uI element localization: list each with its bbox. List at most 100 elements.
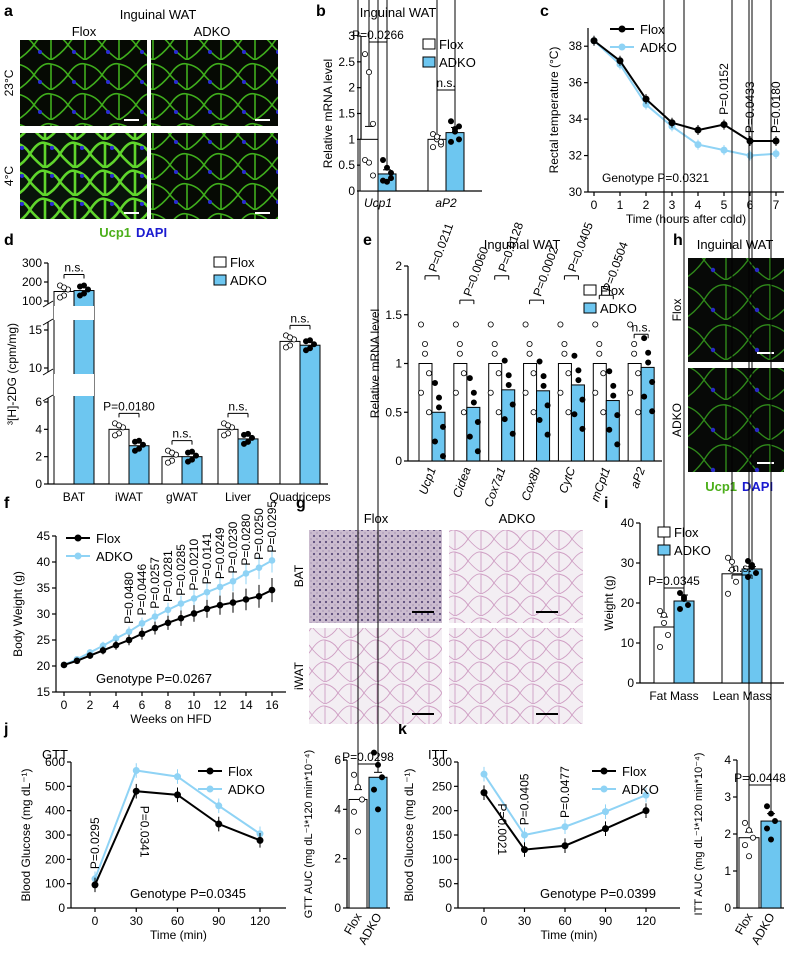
data-dot xyxy=(456,340,463,347)
y-tick-label: 100 xyxy=(22,294,42,308)
legend-label-flox: Flox xyxy=(600,283,625,298)
micrograph-g-flox-iwat xyxy=(309,628,442,724)
p-value-annotation: P=0.0433 xyxy=(743,81,757,133)
x-tick-label: Lean Mass xyxy=(713,689,772,703)
y-tick-label: 1 xyxy=(724,864,731,878)
data-dot xyxy=(509,401,516,408)
panel-letter-k: k xyxy=(398,721,407,738)
panel-letter-f: f xyxy=(4,495,10,512)
legend-label-flox: Flox xyxy=(228,764,253,779)
data-point-flox xyxy=(174,791,181,799)
y-tick-label: 6 xyxy=(334,753,341,767)
y-tick-label: 200 xyxy=(45,852,65,866)
y-tick-label: 300 xyxy=(22,256,42,270)
data-dot xyxy=(361,51,368,58)
data-dot xyxy=(614,412,621,419)
micrograph-g-col-flox: Flox xyxy=(364,511,389,526)
data-dot xyxy=(600,370,607,377)
data-dot xyxy=(596,340,603,347)
data-dot xyxy=(466,375,473,382)
data-point-adko xyxy=(215,802,223,810)
x-tick-label: 2 xyxy=(87,698,94,712)
data-point-flox xyxy=(561,842,569,850)
data-dot xyxy=(571,352,578,359)
data-dot xyxy=(131,447,138,454)
bar-adko xyxy=(368,776,388,909)
legend-swatch-flox xyxy=(583,284,597,296)
y-axis-label: ITT AUC (mg dL⁻¹*120 min*10⁻⁴) xyxy=(693,753,705,916)
data-point-flox xyxy=(60,661,68,669)
legend-label-adko: ADKO xyxy=(439,55,476,70)
data-point-flox xyxy=(256,836,264,844)
data-dot xyxy=(627,321,634,328)
x-tick-label: BAT xyxy=(63,490,86,504)
x-tick-label: Cox7a1 xyxy=(481,465,508,509)
y-tick-label: 500 xyxy=(45,779,65,793)
data-dot xyxy=(487,389,494,396)
data-point-adko xyxy=(203,588,211,596)
y-tick-label: 0.5 xyxy=(385,405,402,419)
x-tick-label: 120 xyxy=(250,914,270,928)
bar-adko xyxy=(536,390,551,462)
genotype-p-value: Genotype P=0.0267 xyxy=(96,671,212,686)
data-dot xyxy=(139,441,146,448)
panel-letter-c: c xyxy=(540,3,549,20)
legend-swatch-flox xyxy=(422,38,436,50)
genotype-p-value: Genotype P=0.0321 xyxy=(602,171,709,185)
micrograph-g-adko-bat xyxy=(449,530,583,623)
y-tick-label: 1 xyxy=(395,357,402,371)
y-axis-label: ³[H]-2DG (cpm/mg) xyxy=(5,323,19,425)
data-dot xyxy=(557,389,564,396)
y-tick-label: 100 xyxy=(45,877,65,891)
significance-label: n.s. xyxy=(732,561,751,575)
bar-adko xyxy=(237,438,259,485)
bar-adko xyxy=(501,389,516,462)
legend-marker-adko xyxy=(600,785,608,793)
data-dot xyxy=(224,422,231,429)
data-dot xyxy=(614,441,621,448)
bar-flox xyxy=(279,340,301,485)
data-point-flox xyxy=(132,787,140,795)
micrograph-h-row-adko: ADKO xyxy=(670,403,684,437)
micrograph-h-row-flox: Flox xyxy=(670,299,684,322)
y-tick-label: 20 xyxy=(37,659,51,673)
data-dot xyxy=(470,389,477,396)
y-tick-label: 2 xyxy=(395,259,402,273)
data-dot xyxy=(435,404,442,411)
data-dot xyxy=(466,433,473,440)
data-dot xyxy=(383,178,390,185)
data-point-flox xyxy=(138,630,146,638)
y-tick-label: 2 xyxy=(724,827,731,841)
x-tick-label: 7 xyxy=(773,198,780,212)
legend-ucp1: Ucp1 xyxy=(99,225,131,240)
data-dot xyxy=(452,389,459,396)
data-dot xyxy=(579,425,586,432)
bar-break-gap xyxy=(54,306,94,320)
legend-swatch-adko xyxy=(657,544,671,556)
data-dot xyxy=(635,409,642,416)
data-point-flox xyxy=(255,593,263,600)
micrograph-a-col-flox: Flox xyxy=(72,24,97,39)
data-dot xyxy=(248,434,255,441)
data-dot xyxy=(220,432,227,439)
data-dot xyxy=(677,590,684,597)
x-tick-label: 8 xyxy=(165,698,172,712)
data-dot xyxy=(606,426,613,433)
data-dot xyxy=(184,458,191,465)
micrograph-panel-h: Inguinal WAT Flox ADKO Ucp1 DAPI xyxy=(670,237,784,494)
y-axis-label: Weight (g) xyxy=(602,575,616,630)
data-dot xyxy=(306,337,313,344)
bar-adko xyxy=(640,366,655,462)
data-dot xyxy=(661,612,668,619)
data-dot xyxy=(286,334,293,341)
data-dot xyxy=(561,340,568,347)
bar-break-gap xyxy=(54,374,94,396)
micrograph-h-adko xyxy=(688,368,784,472)
data-dot xyxy=(742,819,749,826)
data-point-adko xyxy=(132,767,140,775)
y-tick-label: 1.5 xyxy=(338,107,355,121)
data-dot xyxy=(725,554,732,561)
data-point-adko xyxy=(190,595,198,602)
micrograph-panel-a: Inguinal WAT Flox ADKO 23°C 4°C Ucp1 DAP… xyxy=(2,7,278,240)
